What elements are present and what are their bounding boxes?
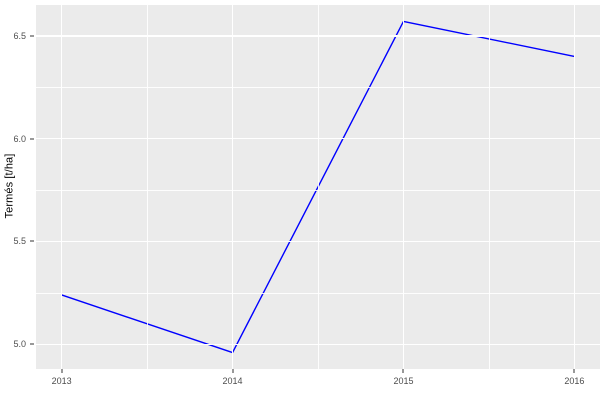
x-axis-tick-label: 2016 [564,376,585,386]
gridline-major-vertical [573,5,576,369]
plot-panel [36,5,600,369]
x-axis-tick-mark [232,369,234,373]
gridline-major-horizontal [36,343,600,345]
y-axis-tick-label: 6.5 [13,30,26,41]
y-axis-ticks: 5.0 5.5 6.0 6.5 [0,0,34,400]
gridline-major-horizontal [36,240,600,243]
gridline-minor-vertical [488,5,490,369]
y-axis-tick-mark [30,343,34,345]
y-axis-tick-label: 6.0 [13,133,26,144]
gridline-major-vertical [402,5,405,369]
y-axis-tick-mark [30,138,34,140]
gridline-major-vertical [231,5,234,369]
x-axis-tick-label: 2013 [51,376,72,386]
y-axis-tick-label: 5.0 [13,339,26,350]
x-axis-tick-mark [573,369,575,373]
gridline-major-horizontal [36,137,600,140]
y-axis-tick-label: 5.5 [13,236,26,247]
x-axis-tick-mark [61,369,63,373]
y-axis-tick-mark [30,240,34,242]
x-axis-tick-label: 2015 [393,376,414,386]
x-axis-tick-mark [402,369,404,373]
gridline-major-horizontal [36,35,600,37]
gridline-minor-vertical [146,5,148,369]
y-axis-tick-mark [30,35,34,37]
x-axis-tick-label: 2014 [222,376,243,386]
gridline-major-vertical [60,5,63,369]
x-axis-ticks: 2013 2014 2015 2016 [0,369,600,400]
gridline-minor-vertical [317,5,319,369]
